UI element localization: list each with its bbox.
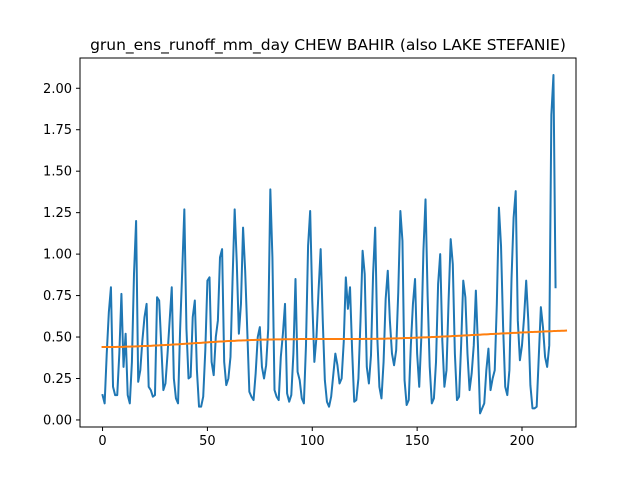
y-axis: 0.00 0.25 0.50 0.75 1.00 1.25 1.50 1.75 2.00 (43, 82, 80, 428)
chart-title: grun_ens_runoff_mm_day CHEW BAHIR (also … (90, 36, 566, 55)
y-tick-label: 0.50 (43, 331, 72, 346)
y-tick-label: 1.25 (43, 206, 72, 221)
series-line-2 (101, 329, 568, 348)
y-tick-label: 2.00 (43, 82, 72, 97)
axes-border (79, 57, 577, 428)
y-tick-label: 0.75 (43, 289, 72, 304)
y-tick-label: 1.50 (43, 165, 72, 180)
plot-area (101, 74, 568, 415)
x-tick-label: 50 (199, 434, 216, 449)
y-tick-label: 0.25 (43, 372, 72, 387)
x-axis: 0 50 100 150 200 (98, 427, 534, 449)
y-tick-label: 1.00 (43, 248, 72, 263)
axes-frame (79, 57, 577, 428)
x-tick-label: 0 (98, 434, 106, 449)
x-tick-label: 150 (405, 434, 430, 449)
x-tick-label: 100 (300, 434, 325, 449)
y-tick-label: 1.75 (43, 123, 72, 138)
y-tick-label: 0.00 (43, 413, 72, 428)
series-line-1 (101, 74, 557, 415)
x-tick-label: 200 (510, 434, 535, 449)
